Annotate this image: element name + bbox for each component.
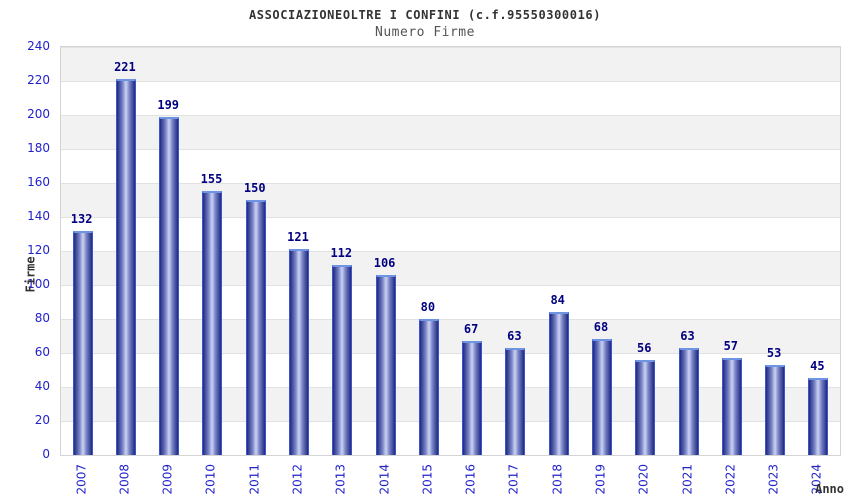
x-tick-label: 2007 [74,463,89,495]
bar-value-label: 199 [157,98,180,112]
bar-value-label: 221 [114,60,136,74]
y-axis-title: Firme [23,256,38,293]
y-tick-label: 100 [27,277,50,291]
x-tick-label: 2014 [377,463,392,495]
y-tick-label: 80 [34,311,50,325]
y-tick-label: 200 [27,107,50,121]
bar-2008 [116,79,136,455]
chart-title: ASSOCIAZIONEOLTRE I CONFINI (c.f.9555030… [248,8,602,22]
y-tick-label: 20 [34,413,50,427]
x-tick-label: 2012 [290,463,305,495]
bar-2016 [462,341,482,455]
bar-2023 [765,365,785,455]
x-tick-label: 2020 [636,463,651,495]
bar-2018 [549,312,569,455]
x-axis-title: Anno [815,482,844,496]
y-tick-label: 120 [27,243,50,257]
chart-subtitle: Numero Firme [375,25,475,40]
y-tick-label: 60 [34,345,50,359]
bar-value-label: 84 [550,293,565,307]
x-tick-label: 2009 [160,463,175,495]
bar-2013 [332,265,352,455]
bar-value-label: 63 [680,329,695,343]
bar-2014 [376,275,396,455]
bar-value-label: 68 [593,320,609,334]
bar-value-label: 67 [463,322,479,336]
y-tick-label: 160 [27,175,50,189]
bar-2012 [289,249,309,455]
x-tick-label: 2018 [550,463,565,495]
x-tick-label: 2008 [117,463,132,495]
bar-value-label: 57 [723,339,739,353]
x-tick-label: 2016 [463,463,478,495]
bar-2007 [73,231,93,455]
bar-2009 [159,117,179,455]
bar-2022 [722,358,742,455]
bar-value-label: 112 [330,246,353,260]
x-tick-label: 2013 [333,463,348,495]
y-tick-label: 40 [34,379,50,393]
y-tick-label: 0 [42,447,50,461]
bar-value-label: 45 [810,359,825,373]
x-tick-label: 2010 [203,463,218,495]
bar-2020 [635,360,655,455]
bar-2021 [679,348,699,455]
bar-value-label: 106 [373,256,396,270]
bar-value-label: 63 [507,329,522,343]
x-tick-label: 2011 [247,463,262,495]
bar-value-label: 53 [766,346,782,360]
bar-2010 [202,191,222,455]
x-tick-label: 2022 [723,463,738,495]
bar-2024 [808,378,828,455]
bar-value-label: 121 [287,230,309,244]
x-tick-label: 2017 [506,463,521,495]
bar-value-label: 80 [420,300,436,314]
bar-value-label: 56 [637,341,652,355]
bar-2019 [592,339,612,455]
x-tick-label: 2015 [420,463,435,495]
bar-value-label: 155 [200,172,223,186]
bar-2015 [419,319,439,455]
bar-2017 [505,348,525,455]
y-tick-label: 140 [27,209,50,223]
y-tick-label: 240 [27,39,50,53]
plot-area [60,46,841,456]
y-tick-label: 180 [27,141,50,155]
y-tick-label: 220 [27,73,50,87]
bar-value-label: 150 [243,181,266,195]
x-tick-label: 2023 [766,463,781,495]
x-tick-label: 2021 [680,463,695,495]
bar-2011 [246,200,266,455]
bar-value-label: 132 [70,212,93,226]
x-tick-label: 2019 [593,463,608,495]
